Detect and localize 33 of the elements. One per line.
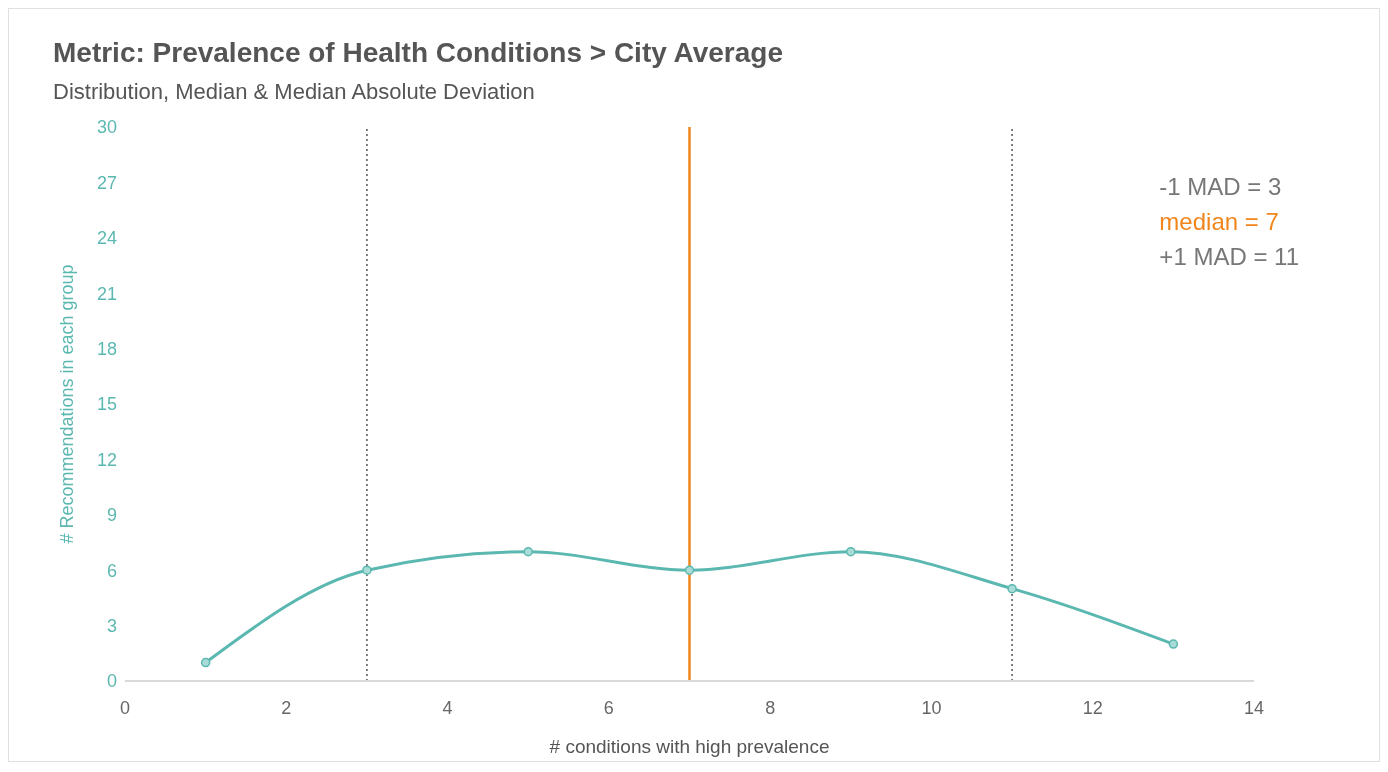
x-tick-label: 0 — [119, 697, 131, 718]
x-tick-label: 4 — [442, 697, 453, 718]
annotation: +1 MAD = 11 — [1159, 242, 1299, 272]
x-axis-title: # conditions with high prevalence — [549, 736, 830, 757]
y-tick-label: 6 — [106, 560, 117, 581]
point — [1007, 583, 1017, 594]
y-tick-label: 21 — [96, 283, 117, 304]
x-tick-label: 6 — [603, 697, 614, 718]
point — [200, 657, 211, 668]
y-tick-label: 0 — [106, 671, 117, 692]
point — [684, 565, 695, 575]
x-tick-label: 12 — [1082, 697, 1103, 718]
x-tick-label: 2 — [281, 697, 292, 718]
y-tick-label: 9 — [106, 505, 117, 526]
annotation: -1 MAD = 3 — [1159, 172, 1283, 202]
y-tick-label: 30 — [96, 117, 117, 138]
point — [523, 546, 533, 557]
point — [846, 546, 856, 557]
point — [362, 565, 372, 575]
y-tick-label: 15 — [96, 394, 117, 415]
chart-subtitle: Distribution, Median & Median Absolute Deviation — [53, 79, 535, 105]
x-tick-label: 10 — [921, 697, 942, 718]
y-tick-label: 27 — [96, 172, 117, 193]
point — [1168, 639, 1179, 649]
chart-title: Metric: Prevalence of Health Conditions > City Average — [53, 37, 784, 69]
x-tick-label: 14 — [1243, 697, 1265, 718]
y-tick-label: 3 — [106, 615, 117, 636]
x-tick-label: 8 — [765, 697, 776, 718]
y-axis-title: # Recommendations in each group — [57, 264, 78, 544]
y-tick-label: 12 — [96, 449, 117, 470]
y-tick-label: 18 — [96, 338, 117, 359]
annotation: median = 7 — [1159, 207, 1280, 237]
y-tick-label: 24 — [96, 228, 117, 249]
